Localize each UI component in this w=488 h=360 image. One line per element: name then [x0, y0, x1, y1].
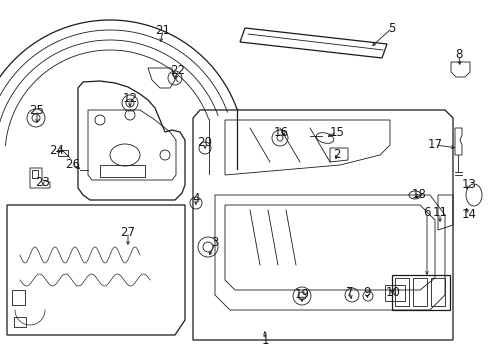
Text: 25: 25 — [29, 104, 44, 117]
Text: 19: 19 — [294, 288, 309, 301]
Text: 2: 2 — [332, 148, 340, 162]
Bar — [384, 285, 404, 301]
Text: 17: 17 — [427, 139, 442, 152]
Text: 4: 4 — [192, 192, 199, 204]
Text: 10: 10 — [385, 285, 400, 298]
Text: 23: 23 — [36, 175, 50, 189]
Text: 6: 6 — [423, 207, 430, 220]
Text: 8: 8 — [454, 49, 462, 62]
Text: 1: 1 — [261, 333, 268, 346]
Text: 11: 11 — [431, 207, 447, 220]
Text: 5: 5 — [387, 22, 395, 35]
Text: 24: 24 — [49, 144, 64, 157]
Text: 26: 26 — [65, 158, 81, 171]
Text: 16: 16 — [273, 126, 288, 139]
Text: 13: 13 — [461, 179, 475, 192]
Text: 22: 22 — [170, 63, 185, 77]
Bar — [100, 165, 145, 177]
Text: 9: 9 — [363, 287, 370, 300]
Bar — [32, 170, 38, 178]
Bar — [412, 278, 426, 306]
Text: 27: 27 — [120, 225, 135, 238]
Bar — [394, 278, 408, 306]
Text: 20: 20 — [197, 136, 212, 149]
Bar — [58, 150, 68, 156]
Text: 7: 7 — [346, 285, 353, 298]
Text: 3: 3 — [211, 237, 218, 249]
Text: 12: 12 — [122, 91, 137, 104]
Text: 18: 18 — [411, 189, 426, 202]
Text: 14: 14 — [461, 208, 475, 221]
Text: 21: 21 — [155, 23, 170, 36]
Bar — [430, 278, 444, 306]
Bar — [14, 317, 26, 327]
Text: 15: 15 — [329, 126, 344, 139]
